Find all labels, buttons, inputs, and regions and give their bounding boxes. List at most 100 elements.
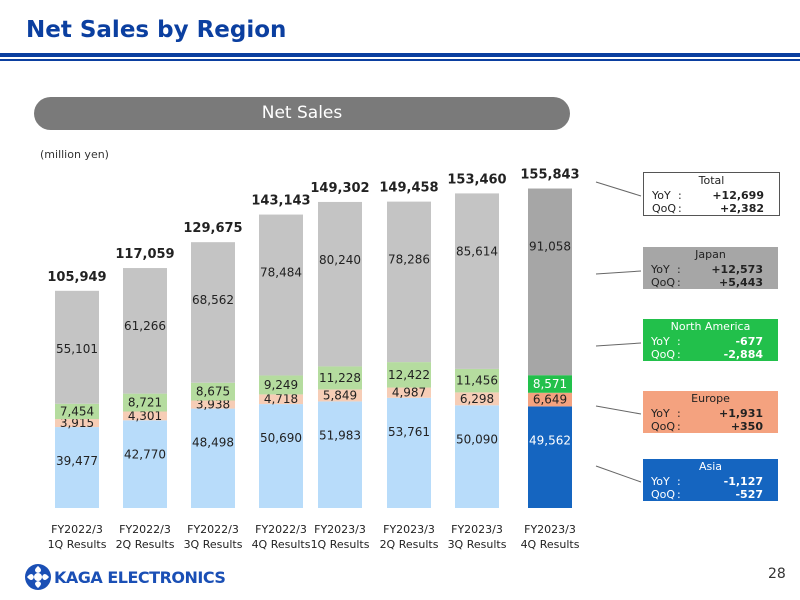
data-label-europe-3: 3,938: [196, 398, 230, 412]
japan-panel-title: Japan: [695, 248, 726, 261]
europe-panel-title: Europe: [691, 392, 730, 405]
connector-north-america: [595, 342, 642, 347]
bar-europe-3: [191, 400, 235, 409]
bar-japan-4: [259, 214, 303, 376]
total-qoq-value: +2,382: [719, 202, 764, 215]
x-tick-label-7-line2: 3Q Results: [448, 538, 507, 551]
page-number: 28: [768, 566, 786, 582]
connector-europe: [595, 405, 642, 415]
x-tick-label-6-line2: 2Q Results: [380, 538, 439, 551]
total-yoy-label: YoY: [652, 189, 671, 202]
japan-qoq-value: +5,443: [718, 276, 763, 289]
data-label-north-america-6: 12,422: [388, 368, 430, 382]
data-label-north-america-5: 11,228: [319, 371, 361, 385]
title-rule: [0, 53, 800, 57]
data-label-europe-2: 4,301: [128, 409, 162, 423]
asia-yoy-label: YoY: [651, 475, 670, 488]
total-label-3: 129,675: [183, 221, 242, 236]
data-label-north-america-3: 8,675: [196, 385, 230, 399]
total-panel-title: Total: [698, 174, 725, 187]
data-label-europe-6: 4,987: [392, 386, 426, 400]
bar-north-america-8: [528, 375, 572, 393]
asia-yoy-value: -1,127: [723, 475, 763, 488]
x-tick-label-4-line1: FY2022/3: [255, 523, 307, 536]
net-sales-banner: Net Sales: [34, 97, 570, 130]
europe-yoy-value: +1,931: [718, 407, 763, 420]
north-america-yoy-value: -677: [735, 335, 763, 348]
asia-panel-title: Asia: [698, 460, 723, 473]
japan-yoy-value: +12,573: [711, 263, 763, 276]
bar-asia-4: [259, 404, 303, 508]
page-title: Net Sales by Region: [26, 17, 287, 43]
bar-north-america-7: [455, 368, 499, 393]
data-label-asia-4: 50,690: [260, 431, 302, 445]
bar-asia-5: [318, 401, 362, 508]
bar-japan-2: [123, 268, 167, 394]
kaga-logo-icon: [25, 564, 51, 590]
bar-japan-6: [387, 201, 431, 363]
data-label-japan-1: 55,101: [56, 342, 98, 356]
data-label-asia-6: 53,761: [388, 425, 430, 439]
x-tick-label-2-line1: FY2022/3: [119, 523, 171, 536]
data-label-japan-3: 68,562: [192, 293, 234, 307]
europe-yoy-label: YoY: [651, 407, 670, 420]
data-label-asia-8: 49,562: [529, 433, 571, 447]
europe-qoq-label: QoQ: [651, 420, 676, 433]
data-label-europe-8: 6,649: [533, 393, 567, 407]
x-tick-label-3-line2: 3Q Results: [184, 538, 243, 551]
data-label-japan-4: 78,484: [260, 266, 302, 280]
data-label-north-america-7: 11,456: [456, 374, 498, 388]
japan-yoy-label: YoY: [651, 263, 670, 276]
x-tick-label-8-line1: FY2023/3: [524, 523, 576, 536]
asia-qoq-label: QoQ: [651, 488, 676, 501]
data-label-asia-3: 48,498: [192, 436, 234, 450]
connector-japan: [595, 270, 642, 275]
europe-qoq-value: +350: [730, 420, 763, 433]
north-america-panel: North America YoY: -677 QoQ: -2,884: [643, 319, 778, 361]
bar-asia-2: [123, 420, 167, 508]
bar-europe-5: [318, 389, 362, 402]
x-tick-label-5-line2: 1Q Results: [311, 538, 370, 551]
x-tick-label-4-line2: 4Q Results: [252, 538, 311, 551]
x-tick-label-1-line1: FY2022/3: [51, 523, 103, 536]
bar-north-america-6: [387, 362, 431, 388]
data-label-japan-5: 80,240: [319, 253, 361, 267]
japan-panel: Japan YoY: +12,573 QoQ: +5,443: [643, 247, 778, 289]
bar-europe-6: [387, 387, 431, 398]
data-label-asia-7: 50,090: [456, 432, 498, 446]
data-label-japan-7: 85,614: [456, 244, 498, 258]
north-america-yoy-label: YoY: [651, 335, 670, 348]
asia-panel: Asia YoY: -1,127 QoQ: -527: [643, 459, 778, 501]
data-label-europe-1: 3,915: [60, 416, 94, 430]
bar-japan-1: [55, 290, 99, 404]
bar-europe-8: [528, 392, 572, 407]
x-tick-label-5-line1: FY2023/3: [314, 523, 366, 536]
data-label-europe-4: 4,718: [264, 392, 298, 406]
x-tick-label-8-line2: 4Q Results: [521, 538, 580, 551]
bar-europe-7: [455, 392, 499, 406]
total-label-8: 155,843: [520, 168, 579, 183]
bar-japan-7: [455, 193, 499, 369]
total-qoq-label: QoQ: [652, 202, 677, 215]
data-label-japan-2: 61,266: [124, 319, 166, 333]
bar-europe-2: [123, 411, 167, 421]
x-tick-label-6-line1: FY2023/3: [383, 523, 435, 536]
total-label-2: 117,059: [115, 247, 174, 262]
bar-europe-4: [259, 394, 303, 405]
data-label-north-america-8: 8,571: [533, 377, 567, 391]
data-label-north-america-2: 8,721: [128, 396, 162, 410]
total-label-1: 105,949: [47, 270, 106, 285]
bar-europe-1: [55, 419, 99, 428]
north-america-qoq-value: -2,884: [723, 348, 763, 361]
bar-north-america-4: [259, 375, 303, 395]
japan-qoq-label: QoQ: [651, 276, 676, 289]
x-tick-label-7-line1: FY2023/3: [451, 523, 503, 536]
north-america-qoq-label: QoQ: [651, 348, 676, 361]
total-label-7: 153,460: [447, 172, 506, 187]
bar-north-america-3: [191, 382, 235, 401]
data-label-europe-5: 5,849: [323, 388, 357, 402]
logo-text: KAGA ELECTRONICS: [54, 568, 226, 587]
total-label-5: 149,302: [310, 181, 369, 196]
bar-asia-3: [191, 408, 235, 508]
